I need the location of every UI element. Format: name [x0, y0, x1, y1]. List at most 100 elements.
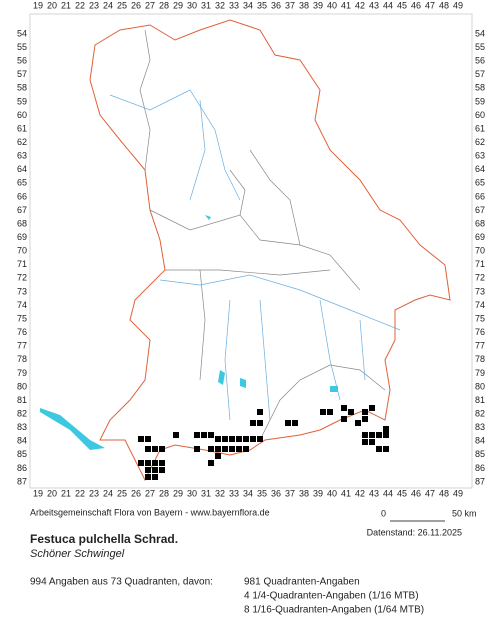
x-grid-label: 34	[243, 0, 253, 10]
x-grid-label: 22	[75, 488, 85, 498]
x-grid-label: 19	[33, 488, 43, 498]
x-grid-label: 37	[285, 488, 295, 498]
y-grid-label: 55	[475, 42, 485, 52]
y-grid-label: 73	[17, 286, 27, 296]
lake-bodensee	[40, 408, 105, 450]
y-grid-label: 75	[475, 313, 485, 323]
x-grid-label: 28	[159, 0, 169, 10]
scale-start: 0	[381, 508, 386, 518]
y-grid-label: 71	[475, 259, 485, 269]
y-grid-label: 58	[475, 83, 485, 93]
x-grid-label: 31	[201, 0, 211, 10]
x-grid-label: 44	[383, 488, 393, 498]
y-grid-label: 58	[17, 83, 27, 93]
y-grid-label: 87	[17, 476, 27, 486]
y-grid-label: 70	[17, 246, 27, 256]
x-grid-label: 30	[187, 0, 197, 10]
detail: 4 1/4-Quadranten-Angaben (1/16 MTB)	[244, 591, 419, 602]
y-grid-label: 83	[475, 422, 485, 432]
x-grid-label: 47	[425, 488, 435, 498]
credit: Arbeitsgemeinschaft Flora von Bayern - w…	[30, 507, 270, 517]
grid-labels: 19 19 20 20 21 21 22 22 23 23 24 24 25 25 26 26 27 27 28 28…	[17, 0, 485, 498]
y-grid-label: 62	[475, 137, 485, 147]
y-grid-label: 69	[17, 232, 27, 242]
x-grid-label: 45	[397, 488, 407, 498]
y-grid-label: 76	[17, 327, 27, 337]
x-grid-label: 21	[61, 0, 71, 10]
x-grid-label: 41	[341, 488, 351, 498]
y-grid-label: 77	[17, 341, 27, 351]
x-grid-label: 20	[47, 488, 57, 498]
y-grid-label: 75	[17, 313, 27, 323]
date: Datenstand: 26.11.2025	[367, 527, 462, 537]
x-grid-label: 43	[369, 0, 379, 10]
summary: 994 Angaben aus 73 Quadranten, davon:	[30, 577, 213, 588]
x-grid-label: 37	[285, 0, 295, 10]
common-name: Schöner Schwingel	[30, 548, 125, 560]
x-grid-label: 42	[355, 0, 365, 10]
x-grid-label: 29	[173, 0, 183, 10]
x-grid-label: 40	[327, 488, 337, 498]
x-grid-label: 48	[439, 488, 449, 498]
x-grid-label: 26	[131, 488, 141, 498]
y-grid-label: 74	[475, 300, 485, 310]
y-grid-label: 63	[475, 151, 485, 161]
x-grid-label: 39	[313, 0, 323, 10]
y-grid-label: 54	[17, 28, 27, 38]
x-grid-label: 41	[341, 0, 351, 10]
x-grid-label: 46	[411, 488, 421, 498]
x-grid-label: 27	[145, 488, 155, 498]
y-grid-label: 83	[17, 422, 27, 432]
y-grid-label: 63	[17, 151, 27, 161]
y-grid-label: 61	[475, 123, 485, 133]
x-grid-label: 42	[355, 488, 365, 498]
y-grid-label: 82	[17, 408, 27, 418]
y-grid-label: 72	[17, 273, 27, 283]
y-grid-label: 73	[475, 286, 485, 296]
y-grid-label: 77	[475, 341, 485, 351]
y-grid-label: 60	[17, 110, 27, 120]
y-grid-label: 55	[17, 42, 27, 52]
y-grid-label: 81	[17, 395, 27, 405]
y-grid-label: 79	[475, 368, 485, 378]
species-name: Festuca pulchella Schrad.	[30, 532, 178, 546]
x-grid-label: 34	[243, 488, 253, 498]
y-grid-label: 76	[475, 327, 485, 337]
y-grid-label: 56	[17, 56, 27, 66]
x-grid-label: 35	[257, 488, 267, 498]
y-grid-label: 57	[17, 69, 27, 79]
y-grid-label: 71	[17, 259, 27, 269]
y-grid-label: 65	[475, 178, 485, 188]
y-grid-label: 78	[475, 354, 485, 364]
y-grid-label: 72	[475, 273, 485, 283]
x-grid-label: 38	[299, 488, 309, 498]
x-grid-label: 31	[201, 488, 211, 498]
y-grid-label: 85	[17, 449, 27, 459]
rivers	[109, 89, 401, 421]
x-grid-label: 27	[145, 0, 155, 10]
x-grid-label: 25	[117, 488, 127, 498]
y-grid-label: 56	[475, 56, 485, 66]
x-grid-label: 22	[75, 0, 85, 10]
y-grid-label: 61	[17, 123, 27, 133]
state-border	[89, 19, 451, 482]
y-grid-label: 62	[17, 137, 27, 147]
x-grid-label: 44	[383, 0, 393, 10]
y-grid-label: 64	[17, 164, 27, 174]
x-grid-label: 45	[397, 0, 407, 10]
scale-end: 50 km	[452, 508, 477, 518]
y-grid-label: 59	[475, 96, 485, 106]
x-grid-label: 32	[215, 488, 225, 498]
x-grid-label: 19	[33, 0, 43, 10]
y-grid-label: 67	[17, 205, 27, 215]
x-grid-label: 40	[327, 0, 337, 10]
y-grid-label: 70	[475, 246, 485, 256]
occurrence-squares	[138, 405, 389, 480]
y-grid-label: 68	[17, 218, 27, 228]
y-grid-label: 64	[475, 164, 485, 174]
y-grid-label: 57	[475, 69, 485, 79]
x-grid-label: 46	[411, 0, 421, 10]
y-grid-label: 66	[17, 191, 27, 201]
x-grid-label: 36	[271, 488, 281, 498]
